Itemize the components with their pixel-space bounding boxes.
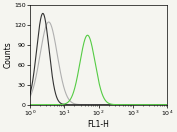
Y-axis label: Counts: Counts	[4, 42, 12, 69]
X-axis label: FL1-H: FL1-H	[88, 120, 109, 129]
